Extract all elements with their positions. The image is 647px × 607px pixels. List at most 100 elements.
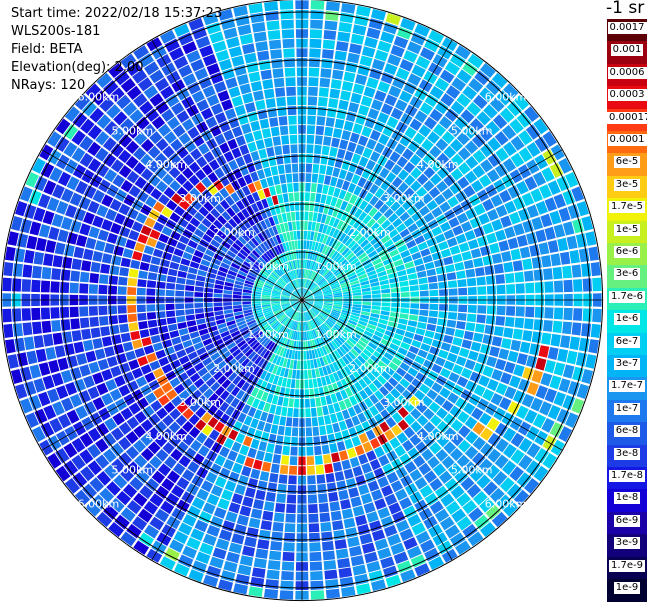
ray-gate-cell [350,334,359,342]
ray-gate-cell [455,397,468,410]
ray-gate-cell [429,478,443,492]
ray-gate-cell [501,338,512,349]
ray-gate-cell [451,77,467,92]
ray-gate-cell [374,498,387,510]
ray-gate-cell [349,317,359,323]
ray-gate-cell [303,249,306,259]
ray-gate-cell [516,112,532,128]
ray-gate-cell [89,477,105,493]
ray-gate-cell [175,309,185,317]
ray-gate-cell [258,256,267,265]
ray-gate-cell [393,551,409,564]
ray-gate-cell [232,305,242,309]
ray-gate-cell [242,92,254,104]
ray-gate-cell [302,303,304,312]
ray-gate-cell [487,137,502,152]
ray-gate-cell [157,123,171,137]
ray-gate-cell [421,193,433,205]
ray-gate-cell [271,297,280,300]
ray-gate-cell [24,204,37,219]
ray-gate-cell [302,303,305,312]
ray-gate-cell [380,397,391,408]
ray-gate-cell [174,23,190,37]
ray-gate-cell [152,248,164,258]
ray-gate-cell [347,141,357,153]
ray-gate-cell [217,375,227,385]
ray-gate-cell [311,319,317,328]
ray-gate-cell [530,397,543,412]
ray-gate-cell [291,311,297,320]
ray-gate-cell [375,347,386,356]
ray-gate-cell [403,505,417,519]
ray-gate-cell [516,180,529,195]
ray-gate-cell [304,301,313,305]
ray-gate-cell [79,449,94,465]
range-ring-label: 6.00km [485,498,527,511]
ray-gate-cell [223,305,233,310]
ray-gate-cell [308,513,319,523]
ray-gate-cell [57,357,69,371]
ray-gate-cell [343,191,353,202]
ray-gate-cell [43,405,57,420]
ray-gate-cell [322,286,331,292]
ray-gate-cell [166,310,176,318]
ray-gate-cell [279,277,287,285]
ray-gate-cell [127,461,141,475]
ray-gate-cell [317,416,325,426]
ray-gate-cell [327,206,335,216]
ray-gate-cell [138,532,154,547]
ray-gate-cell [491,219,503,231]
ray-gate-cell [210,463,222,475]
ray-gate-cell [122,483,138,498]
ray-gate-cell [493,263,504,274]
ray-gate-cell [333,304,343,308]
ray-gate-cell [324,300,333,303]
ray-gate-cell [257,358,266,368]
ray-gate-cell [303,350,307,360]
ray-gate-cell [444,160,457,173]
ray-gate-cell [114,514,130,530]
ray-gate-cell [208,196,219,207]
ray-gate-cell [447,196,459,208]
ray-gate-cell [456,93,471,108]
ray-gate-cell [428,310,438,318]
ray-gate-cell [83,185,97,199]
ray-gate-cell [303,290,310,298]
ray-gate-cell [63,142,78,158]
ray-gate-cell [230,192,240,203]
ray-gate-cell [207,172,219,183]
ray-gate-cell [374,199,384,210]
ray-gate-cell [189,261,200,269]
ray-gate-cell [260,520,272,531]
ray-gate-cell [341,586,356,597]
ray-gate-cell [391,254,402,262]
ray-gate-cell [313,436,321,446]
ray-gate-cell [211,334,222,342]
ray-gate-cell [140,364,152,375]
ray-gate-cell [283,542,295,552]
ray-gate-cell [216,360,227,370]
ray-gate-cell [303,360,308,370]
ray-gate-cell [202,54,217,67]
ray-gate-cell [190,148,202,161]
ray-gate-cell [187,81,201,95]
ray-gate-cell [196,395,207,406]
ray-gate-cell [296,279,299,288]
ray-gate-cell [274,444,283,455]
ray-gate-cell [303,259,305,269]
ray-gate-cell [171,254,182,264]
ray-gate-cell [356,583,371,595]
ray-gate-cell [166,282,176,290]
ray-gate-cell [329,262,337,270]
ray-gate-cell [325,117,335,127]
ray-gate-cell [224,313,234,319]
ray-gate-cell [281,304,291,309]
ray-gate-cell [406,239,417,249]
ray-gate-cell [381,370,391,381]
range-ring-label: 5.00km [112,464,154,477]
ray-gate-cell [304,295,313,299]
ray-gate-cell [110,159,124,173]
ray-gate-cell [178,199,190,211]
ray-gate-cell [133,540,149,555]
ray-gate-cell [51,213,64,228]
